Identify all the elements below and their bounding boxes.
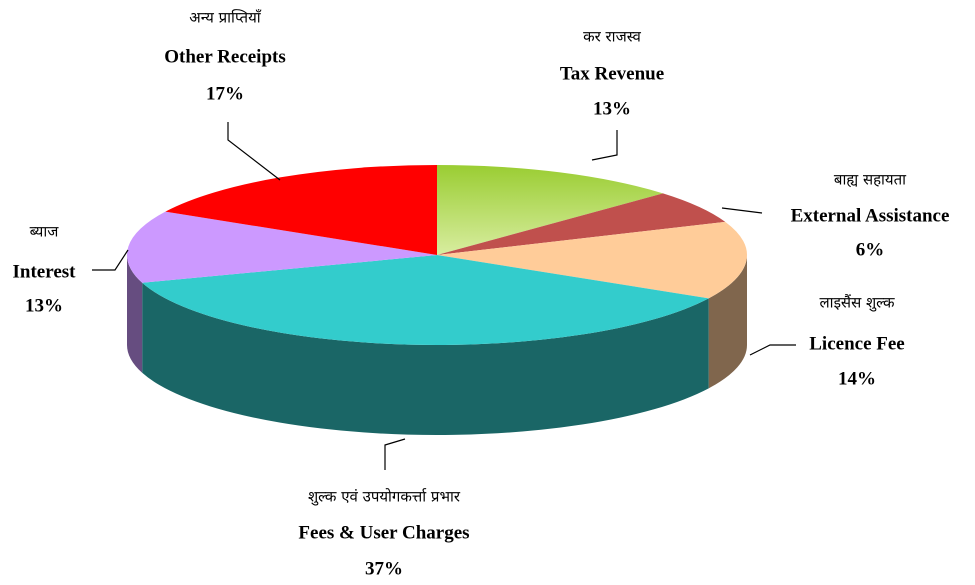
label: Fees & User Charges: [298, 522, 469, 543]
leader-line: [749, 344, 796, 356]
value-label: 17%: [206, 83, 244, 104]
leader-line: [92, 249, 129, 271]
label-hindi: शुल्क एवं उपयोगकर्त्ता प्रभार: [308, 488, 461, 507]
label-hindi: लाइसैंस शुल्क: [820, 294, 895, 313]
label-hindi: अन्य प्राप्तियाँ: [189, 9, 262, 27]
value-label: 14%: [838, 368, 876, 389]
label-hindi: ब्याज: [30, 223, 60, 241]
slice: [142, 255, 709, 345]
label: External Assistance: [791, 205, 950, 226]
label: Interest: [13, 261, 77, 282]
slice: [437, 165, 663, 255]
slice: [437, 221, 747, 299]
label: Tax Revenue: [560, 63, 664, 84]
label: Other Receipts: [164, 46, 286, 67]
leader-line: [227, 122, 281, 181]
value-label: 37%: [365, 558, 403, 579]
label-hindi: बाह्य सहायता: [834, 171, 907, 189]
value-label: 13%: [593, 98, 631, 119]
value-label: 6%: [856, 239, 885, 260]
slice: [126, 211, 437, 283]
leader-line: [591, 130, 618, 161]
slice-side: [142, 282, 709, 435]
slice-side: [127, 255, 143, 373]
label: Licence Fee: [809, 333, 904, 354]
slice-side: [708, 255, 747, 389]
slice: [437, 193, 726, 255]
slice: [165, 165, 438, 255]
value-label: 13%: [25, 295, 63, 316]
label-hindi: कर राजस्व: [583, 28, 641, 46]
leader-line: [721, 207, 763, 214]
leader-line: [384, 438, 406, 470]
